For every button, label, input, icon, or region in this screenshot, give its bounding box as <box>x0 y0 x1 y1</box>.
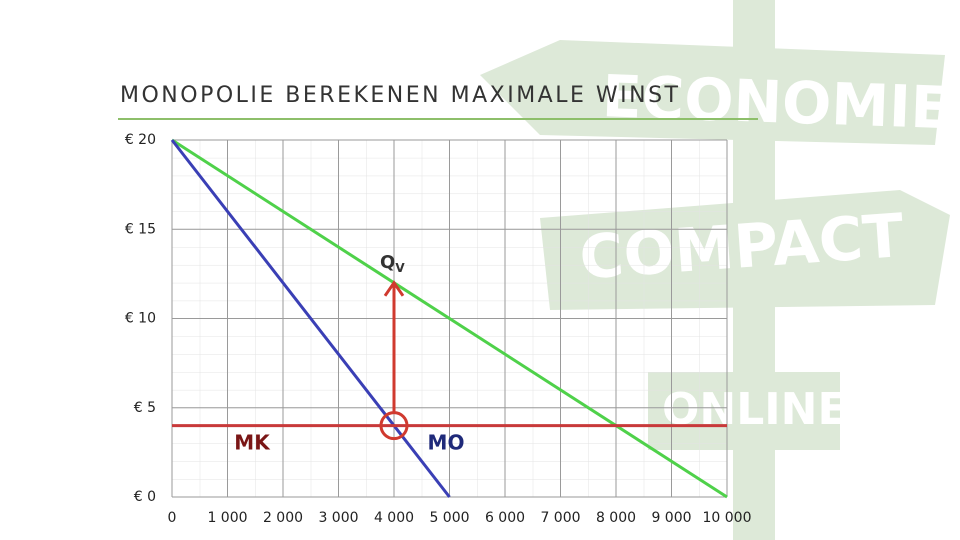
series-line <box>170 139 451 498</box>
annotation-circle <box>379 411 409 441</box>
y-tick-label: € 5 <box>134 400 156 416</box>
annotation-subscript: V <box>395 260 405 274</box>
x-tick-label: 3 000 <box>318 510 358 526</box>
x-tick-label: 5 000 <box>429 510 469 526</box>
x-tick-label: 4 000 <box>374 510 414 526</box>
y-tick-label: € 0 <box>134 489 156 505</box>
watermark: ECONOMIE <box>601 62 951 142</box>
x-tick-label: 9 000 <box>651 510 691 526</box>
x-tick-label: 0 <box>168 510 177 526</box>
series-line <box>171 138 728 499</box>
series-label: MO <box>428 431 465 455</box>
annotation-text: Q <box>380 252 395 273</box>
x-tick-label: 2 000 <box>263 510 303 526</box>
series-label: MK <box>234 431 271 455</box>
x-tick-label: 10 000 <box>703 510 752 526</box>
slide-title: MONOPOLIE BEREKENEN MAXIMALE WINST <box>120 83 680 108</box>
y-tick-label: € 10 <box>125 311 156 327</box>
y-tick-label: € 15 <box>125 221 156 237</box>
x-tick-label: 8 000 <box>596 510 636 526</box>
x-tick-label: 1 000 <box>207 510 247 526</box>
x-tick-label: 7 000 <box>540 510 580 526</box>
x-tick-label: 6 000 <box>485 510 525 526</box>
arrow-head <box>383 280 405 297</box>
y-tick-label: € 20 <box>125 132 156 148</box>
annotation-label: QV <box>380 252 405 275</box>
